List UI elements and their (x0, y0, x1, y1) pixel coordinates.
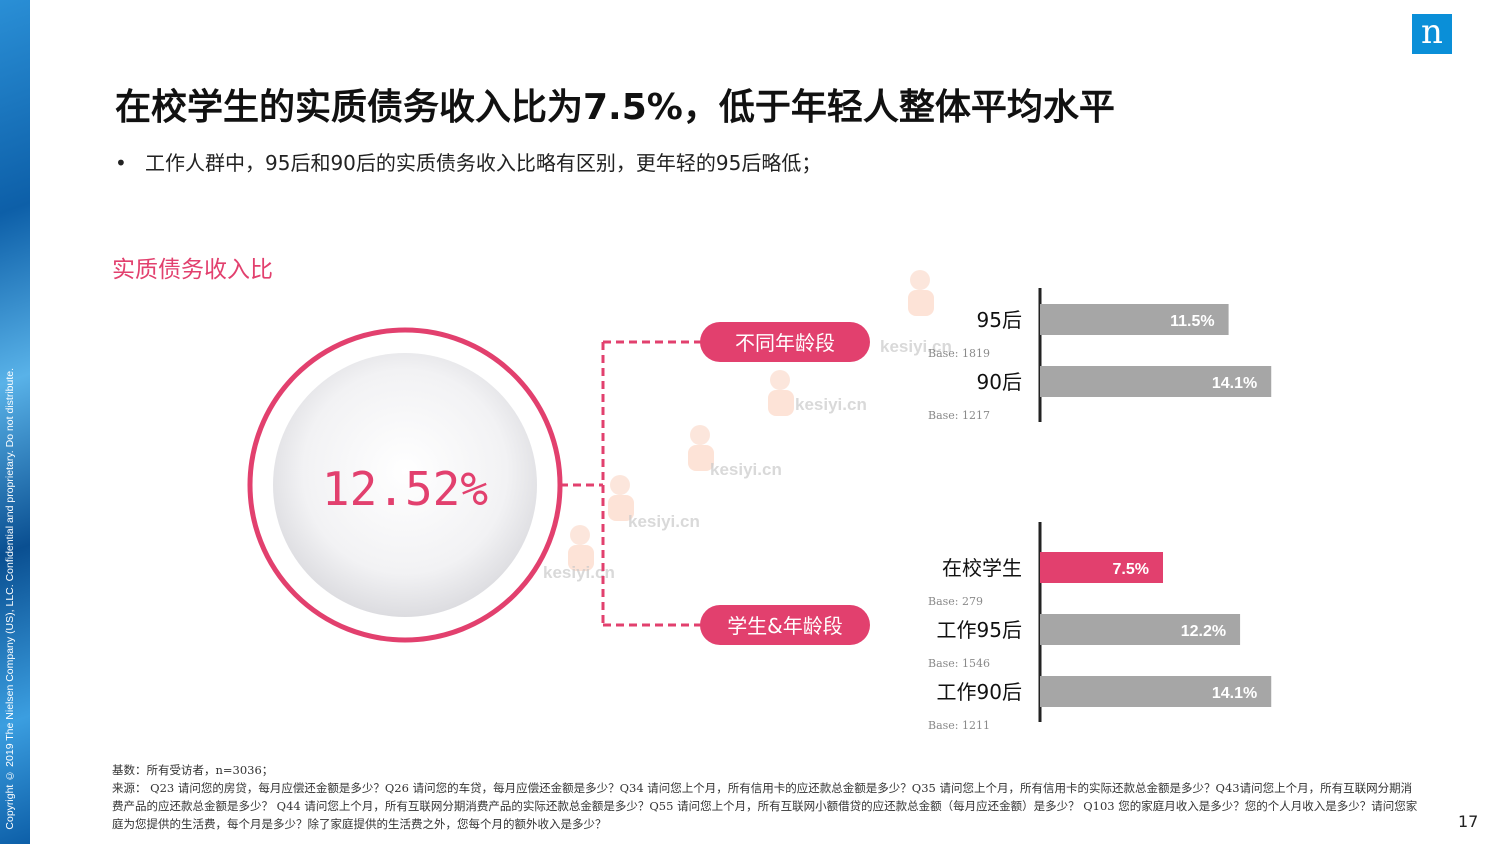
watermark-runner-icon (768, 390, 794, 416)
base-label: Base: 1819 (928, 347, 990, 360)
bullet-point: • 工作人群中，95后和90后的实质债务收入比略有区别，更年轻的95后略低； (115, 147, 821, 176)
bar (1040, 304, 1229, 335)
category-label: 工作90后 (937, 680, 1022, 704)
footnote-source: 来源： Q23 请问您的房贷，每月应偿还金额是多少？Q26 请问您的车贷，每月应… (112, 781, 1418, 831)
category-label: 工作95后 (937, 618, 1022, 642)
watermark-runner-icon (910, 270, 930, 290)
watermark-text: kesiyi.cn (710, 460, 782, 479)
category-label: 在校学生 (942, 556, 1022, 580)
left-decorative-strip: Copyright © 2019 The Nielsen Company (US… (0, 0, 30, 844)
bullet-dot-icon: • (115, 151, 127, 175)
base-label: Base: 1217 (928, 409, 990, 422)
base-label: Base: 1546 (928, 657, 990, 670)
watermark-runner-icon (908, 290, 934, 316)
base-label: Base: 279 (928, 595, 983, 608)
bar-value-label: 14.1% (1212, 375, 1257, 392)
bar-value-label: 14.1% (1212, 685, 1257, 702)
bar (1040, 366, 1272, 397)
total-inner-disc (273, 353, 537, 617)
bar (1040, 614, 1241, 645)
bar (1040, 676, 1272, 707)
footnote: 基数：所有受访者，n=3036； 来源： Q23 请问您的房贷，每月应偿还金额是… (112, 761, 1422, 833)
bar-group-1: 11.5% 95后 Base: 1819 14.1% 90后 Base: 1217 (928, 288, 1272, 422)
watermark-text: kesiyi.cn (628, 512, 700, 531)
connector-lines (560, 340, 702, 627)
watermark-text: kesiyi.cn (795, 395, 867, 414)
branch-age-pill (700, 322, 870, 362)
watermark-runner-icon (690, 425, 710, 445)
watermark-text: kesiyi.cn (880, 337, 952, 356)
watermark-text: kesiyi.cn (543, 563, 615, 582)
watermark-runner-icon (610, 475, 630, 495)
branch-student-pill (700, 605, 870, 645)
category-label: 95后 (977, 308, 1022, 332)
branch-age-label: 不同年龄段 (735, 331, 835, 355)
bar-group-2: 7.5% 在校学生 Base: 279 12.2% 工作95后 Base: 1546 14.… (928, 522, 1272, 732)
category-label: 90后 (977, 370, 1022, 394)
bar (1040, 552, 1163, 583)
page-title: 在校学生的实质债务收入比为7.5%，低于年轻人整体平均水平 (115, 87, 1115, 128)
nielsen-logo: n (1412, 14, 1452, 54)
watermark-runner-icon (568, 545, 594, 571)
watermark-runner-icon (688, 445, 714, 471)
watermark-runner-icon (570, 525, 590, 545)
base-label: Base: 1211 (928, 719, 990, 732)
watermark-group: kesiyi.cn kesiyi.cn kesiyi.cn kesiyi.cn kesi… (543, 270, 952, 582)
branch-student-label: 学生&年龄段 (727, 614, 843, 638)
bar-value-label: 7.5% (1113, 561, 1149, 578)
bar-groups: 11.5% 95后 Base: 1819 14.1% 90后 Base: 1217 7.5%… (928, 288, 1272, 732)
footnote-base: 基数：所有受访者，n=3036； (112, 763, 274, 777)
total-value: 12.52% (322, 462, 488, 516)
page-number: 17 (1458, 812, 1479, 831)
watermark-runner-icon (770, 370, 790, 390)
section-label: 实质债务收入比 (112, 257, 273, 283)
bullet-text: 工作人群中，95后和90后的实质债务收入比略有区别，更年轻的95后略低； (145, 151, 822, 175)
bar-value-label: 12.2% (1181, 623, 1226, 640)
bar-value-label: 11.5% (1170, 313, 1214, 330)
watermark-runner-icon (608, 495, 634, 521)
